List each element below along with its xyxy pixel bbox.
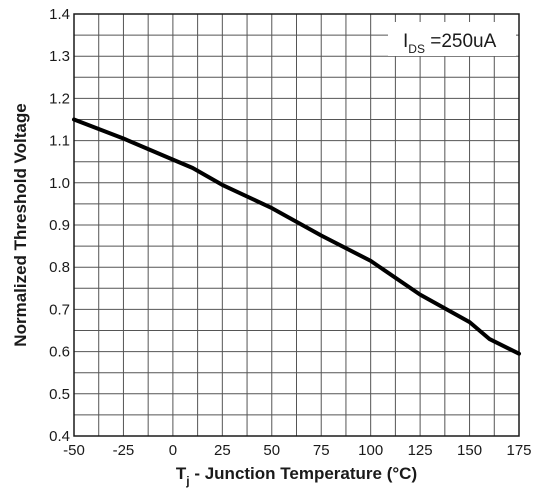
y-tick-label: 0.4 bbox=[49, 428, 70, 445]
plot-frame bbox=[73, 13, 520, 437]
x-tick-label: 75 bbox=[313, 442, 330, 459]
y-tick-label: 1.1 bbox=[49, 133, 70, 150]
y-axis-label: Normalized Threshold Voltage bbox=[11, 103, 30, 346]
annotation-rest: =250uA bbox=[425, 31, 497, 52]
x-axis-label: Tj - Junction Temperature (°C) bbox=[176, 464, 417, 488]
series-line bbox=[72, 117, 521, 356]
x-tick-label: 0 bbox=[169, 442, 177, 459]
x-tick-label: -50 bbox=[63, 442, 85, 459]
y-tick-label: 1.2 bbox=[49, 90, 70, 107]
grid-lines bbox=[74, 14, 519, 436]
x-axis-label-rest: - Junction Temperature (°C) bbox=[190, 464, 418, 483]
annotation-background bbox=[388, 22, 516, 56]
y-tick-label: 0.5 bbox=[49, 386, 70, 403]
annotation-text: IDS =250uA bbox=[403, 31, 497, 56]
x-axis-label-main: T bbox=[176, 464, 187, 483]
x-tick-label: 175 bbox=[506, 442, 531, 459]
x-axis-label-subscript: j bbox=[185, 474, 189, 488]
annotation-main: I bbox=[403, 31, 408, 52]
y-tick-labels: 0.4 0.5 0.6 0.7 0.8 0.9 1.0 1.1 1.2 1.3 1.4 bbox=[49, 6, 70, 445]
y-tick-label: 0.7 bbox=[49, 301, 70, 318]
x-tick-labels: -50 -25 0 25 50 75 100 125 150 175 bbox=[63, 442, 531, 459]
x-tick-label: 125 bbox=[408, 442, 433, 459]
x-tick-label: 25 bbox=[214, 442, 231, 459]
y-tick-label: 1.3 bbox=[49, 48, 70, 65]
x-tick-label: 100 bbox=[358, 442, 383, 459]
x-tick-label: -25 bbox=[113, 442, 135, 459]
y-tick-label: 0.6 bbox=[49, 344, 70, 361]
current-annotation: IDS =250uA bbox=[388, 22, 516, 56]
annotation-subscript: DS bbox=[408, 42, 425, 56]
y-tick-label: 0.9 bbox=[49, 217, 70, 234]
y-tick-label: 0.8 bbox=[49, 259, 70, 276]
y-tick-label: 1.0 bbox=[49, 175, 70, 192]
y-tick-label: 1.4 bbox=[49, 6, 70, 23]
x-tick-label: 50 bbox=[263, 442, 280, 459]
x-tick-label: 150 bbox=[457, 442, 482, 459]
